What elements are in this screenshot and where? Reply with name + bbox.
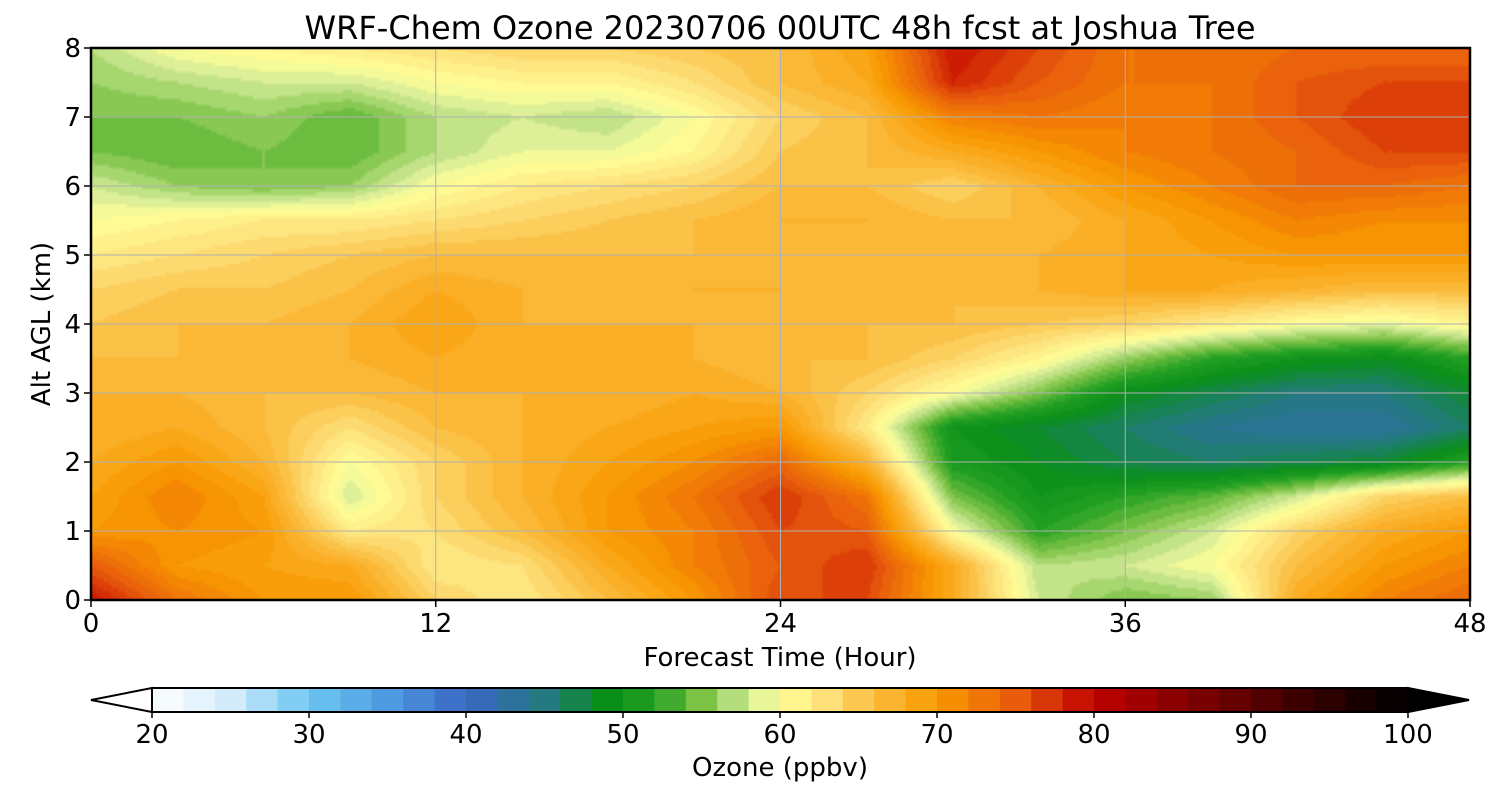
colorbar-segment (183, 688, 216, 712)
colorbar-segment (874, 688, 907, 712)
y-tick-label: 3 (64, 379, 81, 409)
x-tick-label: 0 (83, 609, 100, 639)
colorbar-segment (1094, 688, 1126, 712)
colorbar-segment (1376, 688, 1409, 712)
colorbar-segment (560, 688, 593, 712)
colorbar-tick-label: 80 (1077, 720, 1110, 750)
colorbar-segment (246, 688, 279, 712)
colorbar-ticks: 20 30 40 50 60 70 80 90 100 (135, 712, 1433, 750)
colorbar-tick-label: 100 (1383, 720, 1433, 750)
x-tick-label: 12 (419, 609, 452, 639)
colorbar-segment (811, 688, 844, 712)
colorbar-segment (277, 688, 310, 712)
colorbar-segment (1345, 688, 1378, 712)
colorbar-segment (623, 688, 655, 712)
y-tick-label: 5 (64, 241, 81, 271)
x-axis-label: Forecast Time (Hour) (643, 643, 916, 673)
colorbar-segment (842, 688, 875, 712)
colorbar-segment (685, 688, 718, 712)
colorbar-segment (340, 688, 373, 712)
x-tick-label: 24 (764, 609, 797, 639)
colorbar-segment (1188, 688, 1221, 712)
colorbar-segment (1125, 688, 1158, 712)
colorbar-segment (434, 688, 467, 712)
colorbar-segment (717, 688, 750, 712)
colorbar-segment (1219, 688, 1252, 712)
y-tick-label: 7 (64, 103, 81, 133)
colorbar-tick-label: 20 (135, 720, 168, 750)
colorbar-segment (1313, 688, 1346, 712)
y-tick-label: 0 (64, 586, 81, 616)
colorbar-segment (748, 688, 781, 712)
colorbar-segment (309, 688, 341, 712)
y-tick-label: 2 (64, 448, 81, 478)
colorbar-tick-label: 60 (763, 720, 796, 750)
y-tick-label: 1 (64, 517, 81, 547)
colorbar-extend-max (1407, 686, 1470, 714)
colorbar-segment (937, 688, 969, 712)
colorbar-segment (497, 688, 530, 712)
colorbar-tick-label: 40 (449, 720, 482, 750)
colorbar-segment (1282, 688, 1315, 712)
x-tick-label: 36 (1109, 609, 1142, 639)
colorbar-segment (1062, 688, 1095, 712)
colorbar-tick-label: 50 (606, 720, 639, 750)
colorbar: 20 30 40 50 60 70 80 90 100 (90, 686, 1470, 750)
colorbar-segment (528, 688, 561, 712)
colorbar-segment (999, 688, 1032, 712)
colorbar-label: Ozone (ppbv) (692, 753, 868, 783)
y-axis-ticks: 0 1 2 3 4 5 6 7 8 (64, 34, 91, 616)
y-axis-label: Alt AGL (km) (27, 242, 57, 406)
y-tick-label: 8 (64, 34, 81, 64)
colorbar-segment (968, 688, 1001, 712)
colorbar-tick-label: 30 (292, 720, 325, 750)
colorbar-segment (1031, 688, 1064, 712)
colorbar-segment (371, 688, 404, 712)
y-tick-label: 4 (64, 310, 81, 340)
colorbar-segment (905, 688, 938, 712)
colorbar-segment (591, 688, 624, 712)
y-tick-label: 6 (64, 172, 81, 202)
plot-area (89, 46, 1472, 602)
colorbar-segments (152, 688, 1409, 712)
colorbar-segment (152, 688, 184, 712)
colorbar-segment (654, 688, 687, 712)
chart-title: WRF-Chem Ozone 20230706 00UTC 48h fcst a… (304, 9, 1255, 47)
colorbar-segment (214, 688, 247, 712)
colorbar-tick-label: 90 (1234, 720, 1267, 750)
x-axis-ticks: 0 12 24 36 48 (83, 600, 1487, 639)
x-tick-label: 48 (1453, 609, 1486, 639)
colorbar-segment (403, 688, 436, 712)
colorbar-segment (780, 688, 812, 712)
colorbar-tick-label: 70 (920, 720, 953, 750)
colorbar-segment (466, 688, 498, 712)
colorbar-segment (1156, 688, 1189, 712)
colorbar-extend-min (90, 686, 153, 714)
colorbar-segment (1251, 688, 1283, 712)
